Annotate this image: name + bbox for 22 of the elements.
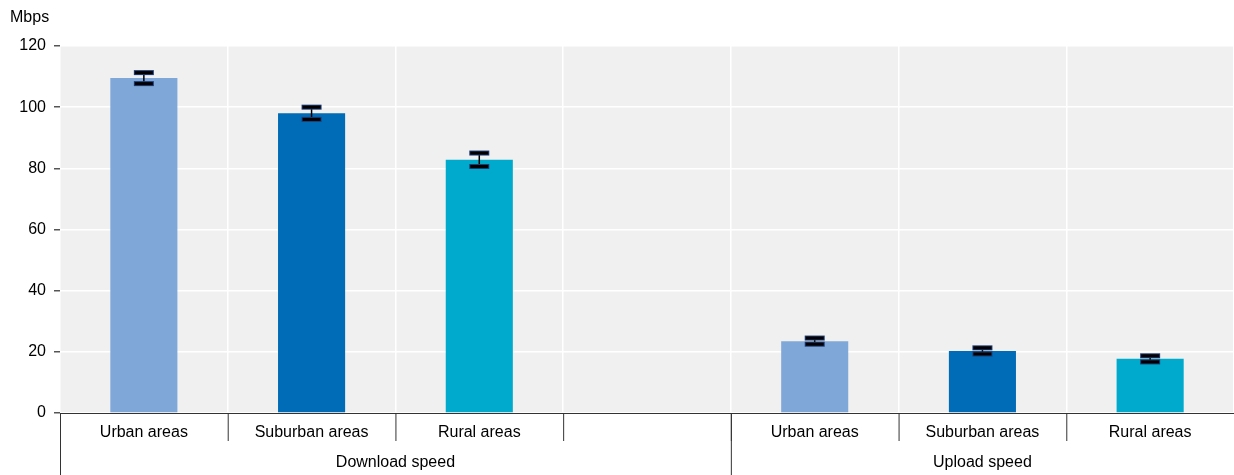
y-tick-label: 60 xyxy=(28,219,47,237)
x-tick-label: Suburban areas xyxy=(925,423,1040,441)
text: Download speed xyxy=(335,453,456,471)
text: Upload speed xyxy=(933,453,1032,471)
x-tick-label: Rural areas xyxy=(1108,423,1192,441)
bar xyxy=(781,341,849,413)
bar xyxy=(278,113,346,413)
y-tick-label: 80 xyxy=(28,158,47,176)
y-tick-label: 40 xyxy=(28,281,47,299)
bar xyxy=(445,159,513,413)
bar xyxy=(110,78,178,413)
bar xyxy=(948,350,1016,413)
y-tick-label: 120 xyxy=(19,36,47,54)
y-tick-label: 20 xyxy=(28,342,47,360)
x-tick-label: Urban areas xyxy=(99,423,188,441)
x-tick-label: Urban areas xyxy=(770,423,859,441)
x-tick-label: Rural areas xyxy=(437,423,521,441)
y-tick-label: 0 xyxy=(37,403,47,421)
y-tick-label: 100 xyxy=(19,97,47,115)
y-axis-title: Mbps xyxy=(10,8,50,26)
x-tick-label: Suburban areas xyxy=(254,423,369,441)
bar xyxy=(1116,358,1184,413)
